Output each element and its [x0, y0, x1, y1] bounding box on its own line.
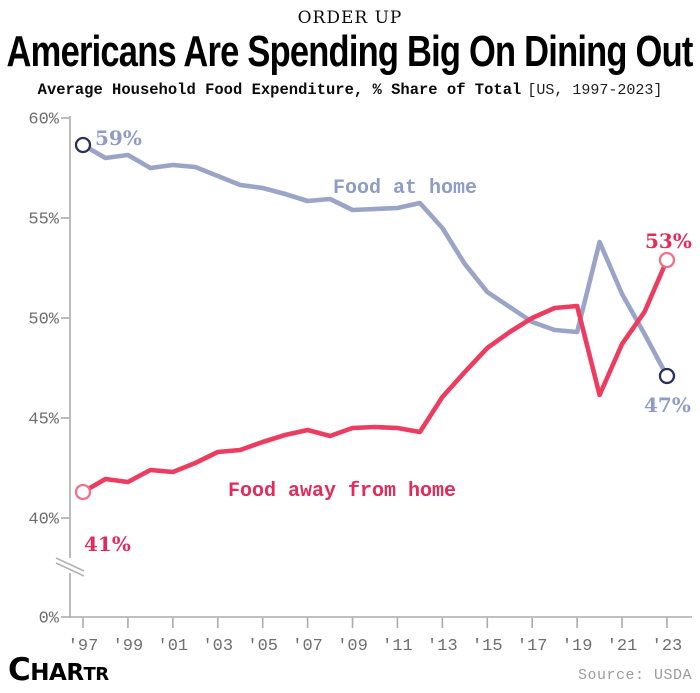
annotation-start-away: 41% [84, 532, 131, 556]
chartr-logo: CHARTR [8, 652, 109, 688]
y-tick-label: 55% [28, 211, 59, 230]
x-tick-label: '03 [202, 637, 233, 656]
endpoint-marker-away-1997 [74, 483, 92, 501]
x-tick-label: '17 [517, 637, 548, 656]
page-title: Americans Are Spending Big On Dining Out [0, 27, 700, 76]
x-tick-label: '07 [292, 637, 323, 656]
series-line-home [80, 142, 670, 379]
x-tick-label: '05 [247, 637, 278, 656]
chart-subtitle: Average Household Food Expenditure, % Sh… [0, 80, 700, 101]
x-tick-label: '21 [607, 637, 638, 656]
annotation-end-home: 47% [644, 393, 691, 417]
annotation-label-home: Food at home [333, 177, 477, 200]
annotation-start-home: 59% [95, 126, 142, 150]
y-tick-label: 60% [28, 111, 59, 130]
axis-break-slash [55, 562, 85, 577]
x-tick-label: '19 [562, 637, 593, 656]
y-tick-label: 0% [39, 610, 60, 629]
x-tick-label: '09 [337, 637, 368, 656]
kicker: ORDER UP [297, 8, 403, 28]
x-tick-label: '23 [652, 637, 683, 656]
source-credit: Source: USDA [577, 667, 692, 684]
subtitle-note: [US, 1997-2023] [527, 82, 663, 99]
series-line-away [80, 257, 670, 495]
endpoint-marker-away-2023 [658, 251, 676, 269]
annotation-end-away: 53% [645, 229, 692, 253]
y-tick-label: 40% [28, 511, 59, 530]
y-tick-label: 45% [28, 411, 59, 430]
page-title-text: Americans Are Spending Big On Dining Out [7, 27, 694, 76]
x-tick-label: '13 [427, 637, 458, 656]
axis-break-slash [55, 557, 85, 572]
x-tick-label: '99 [113, 637, 144, 656]
x-tick-label: '97 [68, 637, 99, 656]
x-tick-label: '11 [382, 637, 413, 656]
annotation-label-away: Food away from home [228, 480, 456, 503]
x-tick-label: '15 [472, 637, 503, 656]
endpoint-marker-home-1997 [74, 136, 92, 154]
y-tick-label: 50% [28, 311, 59, 330]
subtitle-main: Average Household Food Expenditure, % Sh… [37, 81, 522, 99]
x-tick-label: '01 [158, 637, 189, 656]
endpoint-marker-home-2023 [658, 367, 676, 385]
